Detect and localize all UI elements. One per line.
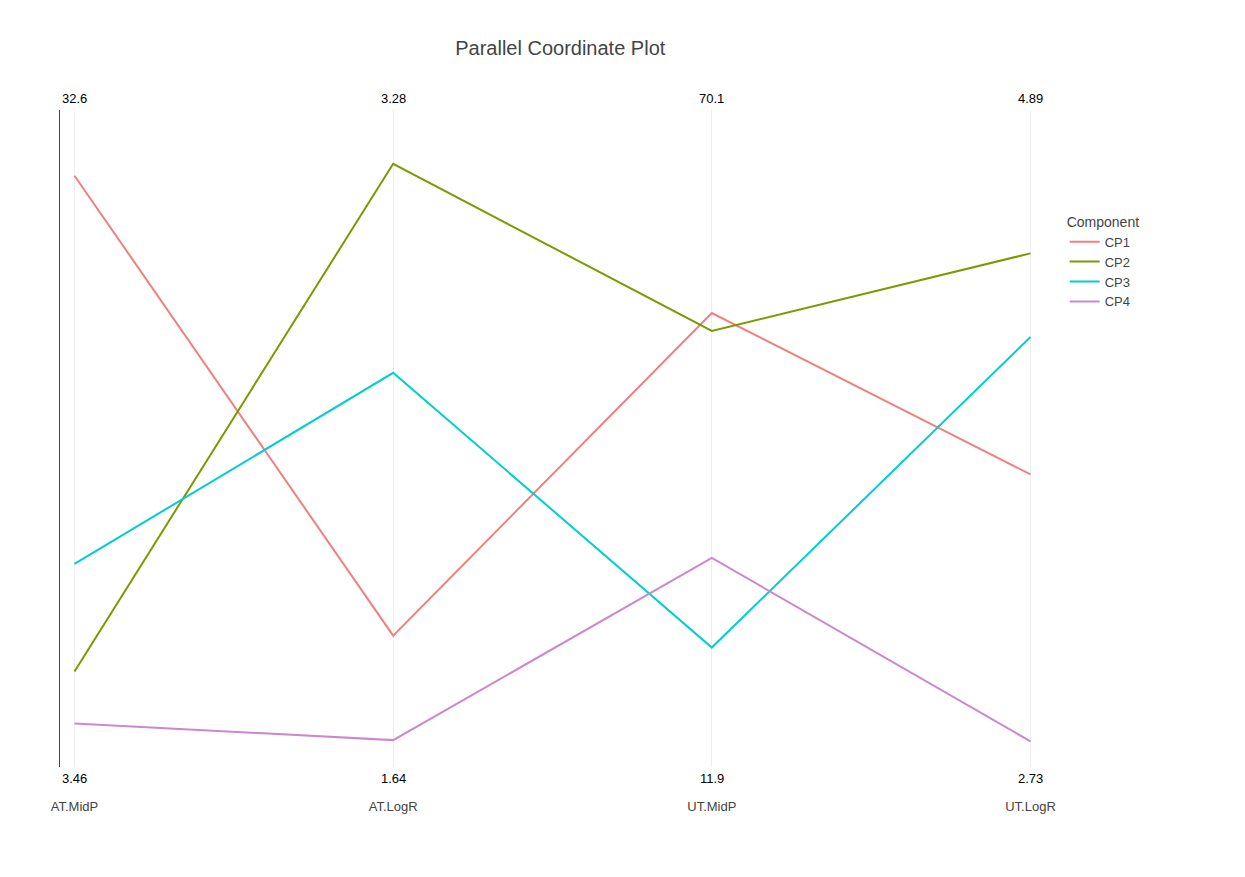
svg-text:Component: Component [1067,214,1139,230]
svg-text:3.28: 3.28 [381,91,406,106]
svg-text:32.6: 32.6 [62,91,87,106]
svg-text:AT.MidP: AT.MidP [51,799,98,814]
svg-text:70.1: 70.1 [699,91,724,106]
svg-text:CP1: CP1 [1105,235,1130,250]
svg-text:3.46: 3.46 [62,771,87,786]
svg-text:AT.LogR: AT.LogR [369,799,418,814]
svg-text:Parallel Coordinate Plot: Parallel Coordinate Plot [455,37,666,59]
svg-text:CP4: CP4 [1105,294,1130,309]
svg-text:UT.MidP: UT.MidP [687,799,736,814]
svg-text:4.89: 4.89 [1018,91,1043,106]
svg-text:UT.LogR: UT.LogR [1005,799,1056,814]
svg-text:11.9: 11.9 [700,771,724,786]
svg-text:1.64: 1.64 [381,771,406,786]
svg-text:CP3: CP3 [1105,275,1130,290]
svg-text:CP2: CP2 [1105,255,1130,270]
svg-text:2.73: 2.73 [1018,771,1043,786]
